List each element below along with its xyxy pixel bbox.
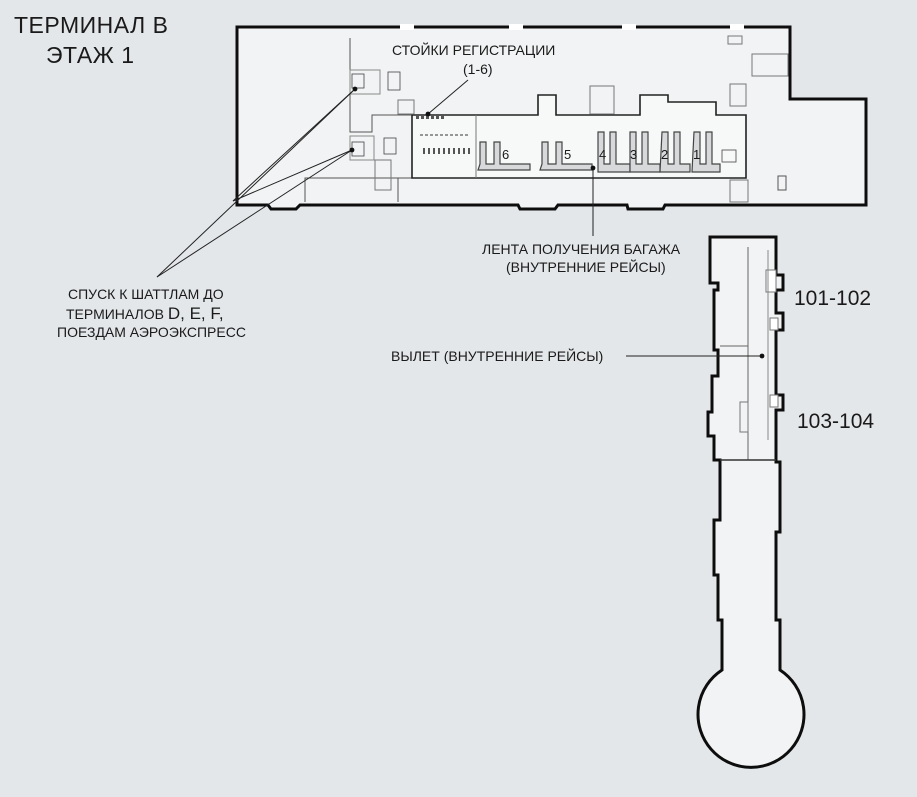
map-title-line2: ЭТАЖ 1 — [46, 42, 135, 68]
carousel-5 — [539, 141, 593, 171]
carousel-1 — [691, 131, 721, 173]
pier-building — [696, 235, 806, 769]
entrance-doors — [400, 24, 744, 30]
carousel-number: 4 — [599, 147, 607, 162]
checkin-label: СТОЙКИ РЕГИСТРАЦИИ — [392, 42, 556, 58]
checkin-range-label: (1-6) — [463, 61, 493, 77]
carousel-number: 1 — [693, 147, 701, 162]
baggage-claim-sublabel: (ВНУТРЕННИЕ РЕЙСЫ) — [506, 259, 666, 275]
carousel-6 — [477, 141, 531, 171]
departure-label: ВЫЛЕТ (ВНУТРЕННИЕ РЕЙСЫ) — [391, 348, 604, 364]
shuttle-label-terminals: ТЕРМИНАЛОВ — [66, 306, 168, 322]
baggage-claim-label: ЛЕНТА ПОЛУЧЕНИЯ БАГАЖА — [482, 241, 681, 257]
shuttle-label-line1: СПУСК К ШАТТЛАМ ДО — [68, 286, 224, 302]
shuttle-label-letters: D, E, F, — [167, 304, 224, 323]
checkin-counters — [416, 114, 470, 154]
carousel-number: 5 — [564, 147, 572, 162]
gate-101-102-label: 101-102 — [794, 287, 872, 310]
callout-dots — [349, 86, 765, 359]
carousel-number: 3 — [630, 147, 638, 162]
interior-outline — [304, 38, 413, 202]
callout-lines — [156, 79, 762, 357]
gate-103-104-label: 103-104 — [797, 410, 875, 433]
shuttle-label-line3: ПОЕЗДАМ АЭРОЭКСПРЕСС — [57, 324, 246, 340]
carousel-2 — [659, 131, 691, 173]
baggage-carousels — [477, 131, 721, 173]
map-title-line1: ТЕРМИНАЛ B — [14, 12, 169, 38]
carousel-number: 6 — [502, 147, 510, 162]
shuttle-label-line2: ТЕРМИНАЛОВ D, E, F, — [66, 304, 224, 324]
carousel-number: 2 — [661, 147, 669, 162]
